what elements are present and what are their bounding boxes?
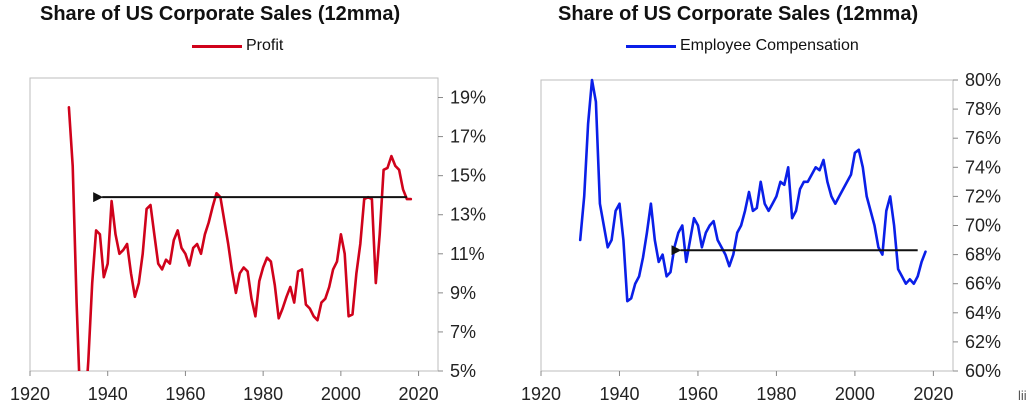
compensation-y-tick-label-66: 66% (965, 274, 1001, 294)
compensation-y-tick-label-80: 80% (965, 70, 1001, 90)
profit-y-tick-label-9: 9% (450, 283, 476, 303)
compensation-y-tick-label-64: 64% (965, 303, 1001, 323)
right-chart-title: Share of US Corporate Sales (12mma) (558, 3, 919, 25)
compensation-x-tick-label-2000: 2000 (835, 384, 875, 404)
profit-y-tick-label-7: 7% (450, 322, 476, 342)
compensation-y-tick-label-78: 78% (965, 99, 1001, 119)
profit-x-tick-label-1940: 1940 (88, 384, 128, 404)
profit-y-tick-label-15: 15% (450, 166, 486, 186)
compensation-x-tick-label-1960: 1960 (678, 384, 718, 404)
compensation-y-tick-label-62: 62% (965, 332, 1001, 352)
profit-chart: 1920 1940 1960 1980 2000 2020 5% 7% 9% 11% 13% 15% 1… (10, 77, 486, 404)
employee-compensation-chart: 1920 1940 1960 1980 2000 2020 60% 62% 64% 66% 68% 7… (521, 70, 1001, 404)
compensation-x-tick-label-1920: 1920 (521, 384, 561, 404)
compensation-x-tick-label-1980: 1980 (756, 384, 796, 404)
profit-y-tick-label-11: 11% (450, 244, 485, 264)
employee-compensation-legend-swatch (626, 44, 676, 48)
left-chart-title: Share of US Corporate Sales (12mma) (40, 3, 401, 25)
profit-y-tick-label-17: 17% (450, 127, 486, 147)
profit-x-tick-label-1960: 1960 (165, 384, 205, 404)
watermark: lii (1018, 388, 1027, 403)
profit-legend-swatch (192, 44, 242, 48)
profit-x-tick-label-2000: 2000 (321, 384, 361, 404)
profit-y-tick-label-19: 19% (450, 88, 486, 108)
compensation-y-tick-label-72: 72% (965, 186, 1001, 206)
profit-x-tick-label-1980: 1980 (243, 384, 283, 404)
profit-y-tick-label-13: 13% (450, 205, 486, 225)
compensation-series-line (578, 78, 927, 303)
profit-x-tick-label-2020: 2020 (399, 384, 439, 404)
profit-x-tick-label-1920: 1920 (10, 384, 50, 404)
compensation-y-tick-label-70: 70% (965, 216, 1001, 236)
employee-compensation-legend-label: Employee Compensation (680, 37, 859, 54)
compensation-y-tick-label-60: 60% (965, 361, 1001, 381)
left-chart-legend: Profit (192, 37, 283, 57)
profit-plot-frame (29, 77, 439, 372)
compensation-y-tick-label-76: 76% (965, 128, 1001, 148)
profit-legend-label: Profit (246, 37, 284, 54)
compensation-y-tick-label-74: 74% (965, 157, 1001, 177)
profit-series-line (67, 106, 413, 371)
compensation-x-tick-label-1940: 1940 (599, 384, 639, 404)
right-chart-legend: Employee Compensation (626, 37, 859, 57)
compensation-x-tick-label-2020: 2020 (913, 384, 953, 404)
compensation-y-tick-label-68: 68% (965, 245, 1001, 265)
profit-y-tick-label-5: 5% (450, 361, 476, 381)
